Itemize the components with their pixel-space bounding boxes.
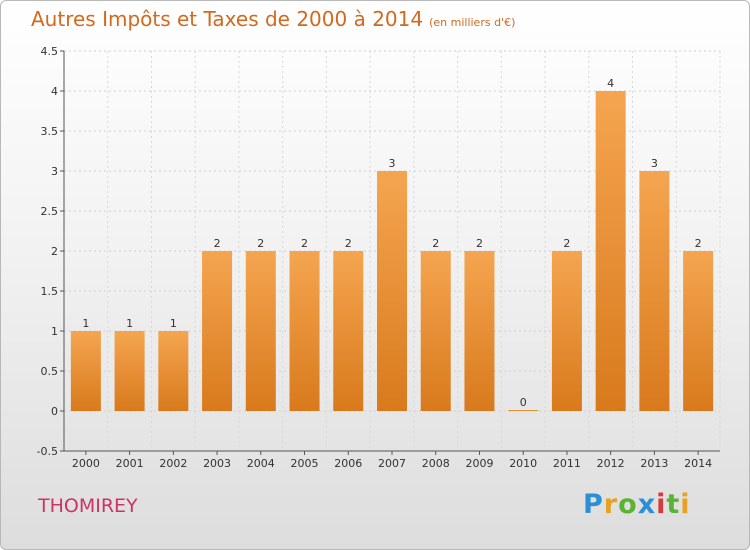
x-tick-label: 2012 [597,457,625,470]
x-tick-label: 2003 [203,457,231,470]
data-label: 2 [257,237,264,250]
bar [70,331,101,411]
y-tick-label: 0 [51,405,58,418]
bar [158,331,189,411]
y-tick-label: 2.5 [41,205,59,218]
bar [377,171,407,411]
x-tick-label: 2010 [509,457,537,470]
bar [464,251,495,411]
bar [202,251,233,411]
y-tick-label: 1 [51,325,58,338]
title-main: Autres Impôts et Taxes de 2000 à 2014 [31,7,424,31]
data-label: 2 [345,237,352,250]
data-label: 1 [126,317,133,330]
axes [60,50,720,455]
data-label: 2 [432,237,439,250]
logo-letter: o [618,489,638,520]
chart-title: Autres Impôts et Taxes de 2000 à 2014 (en… [31,7,515,31]
bar [639,171,670,411]
y-tick-label: 0.5 [41,365,59,378]
y-tick-label: 3 [51,165,58,178]
bar [114,331,145,411]
logo-letter: t [666,489,681,520]
x-tick-label: 2002 [159,457,187,470]
title-unit: (en milliers d'€) [429,16,516,29]
bar [333,251,364,411]
logo-letter: P [583,489,604,520]
bar [245,251,276,411]
x-tick-label: 2005 [291,457,319,470]
bar [551,251,582,411]
data-label: 1 [170,317,177,330]
logo-letter: r [603,489,619,520]
logo-letter: i [680,489,691,520]
y-tick-label: 1.5 [41,285,59,298]
bar [289,251,320,411]
bar [420,251,451,411]
x-tick-label: 2008 [422,457,450,470]
x-tick-label: 2011 [553,457,581,470]
y-tick-label: 2 [51,245,58,258]
x-tick-label: 2007 [378,457,406,470]
x-tick-label: 2009 [465,457,493,470]
x-tick-label: 2004 [247,457,275,470]
data-label: 0 [520,396,527,409]
x-tick-label: 2014 [684,457,712,470]
data-label: 2 [563,237,570,250]
commune-name: THOMIREY [38,495,138,517]
data-label: 2 [695,237,702,250]
x-tick-label: 2013 [640,457,668,470]
data-label: 2 [214,237,221,250]
data-label: 4 [607,77,614,90]
bar [683,251,714,411]
y-tick-label: -0.5 [37,445,58,458]
bar [595,91,626,411]
y-tick-label: 4.5 [41,45,59,58]
y-tick-label: 3.5 [41,125,59,138]
labels: -0.5 0 0.5 1 1.5 2 2.5 3 3.5 4 4.5 1 2000 1 2001 1 2002 2… [37,45,713,470]
data-label: 3 [651,157,658,170]
logo-letter: x [637,489,657,520]
x-tick-label: 2000 [72,457,100,470]
proxiti-logo: Proxiti [583,489,691,520]
y-tick-label: 4 [51,85,58,98]
bars [70,91,714,411]
bar [508,410,539,411]
x-tick-label: 2006 [334,457,362,470]
data-label: 2 [301,237,308,250]
data-label: 1 [82,317,89,330]
x-tick-label: 2001 [116,457,144,470]
logo-letter: i [656,489,667,520]
data-label: 3 [389,157,396,170]
data-label: 2 [476,237,483,250]
